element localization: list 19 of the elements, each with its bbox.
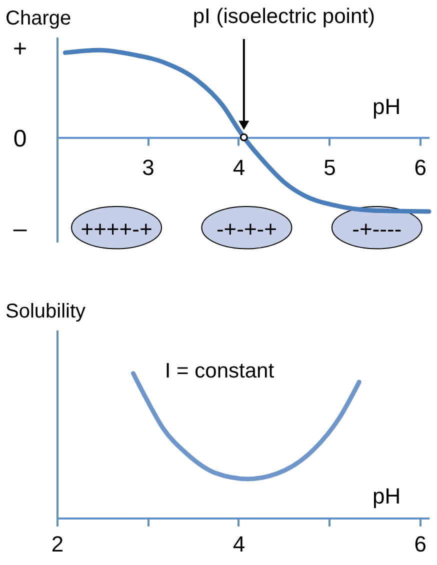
text: -+---- — [352, 216, 402, 242]
x-tick-label: 4 — [232, 154, 246, 180]
x-axis-title: pH — [372, 94, 401, 119]
text: -+-+-+ — [216, 216, 277, 242]
y-axis-title: Solubility — [6, 300, 86, 322]
x-tick-label: 4 — [232, 532, 246, 556]
text: pI (isoelectric point) — [192, 5, 375, 28]
x-tick-label: 6 — [414, 532, 427, 556]
text: + — [12, 35, 28, 62]
text: – — [13, 216, 28, 243]
x-tick-label: 3 — [142, 154, 154, 180]
x-tick-label: 6 — [414, 154, 427, 180]
text: 0 — [13, 126, 27, 152]
annotation: I = constant — [164, 359, 274, 382]
x-tick-label: 2 — [51, 532, 64, 556]
y-axis-title: Charge — [6, 8, 72, 30]
x-tick-label: 5 — [324, 154, 336, 180]
x-axis-title: pH — [372, 484, 401, 508]
text: ++++-+ — [80, 216, 152, 242]
